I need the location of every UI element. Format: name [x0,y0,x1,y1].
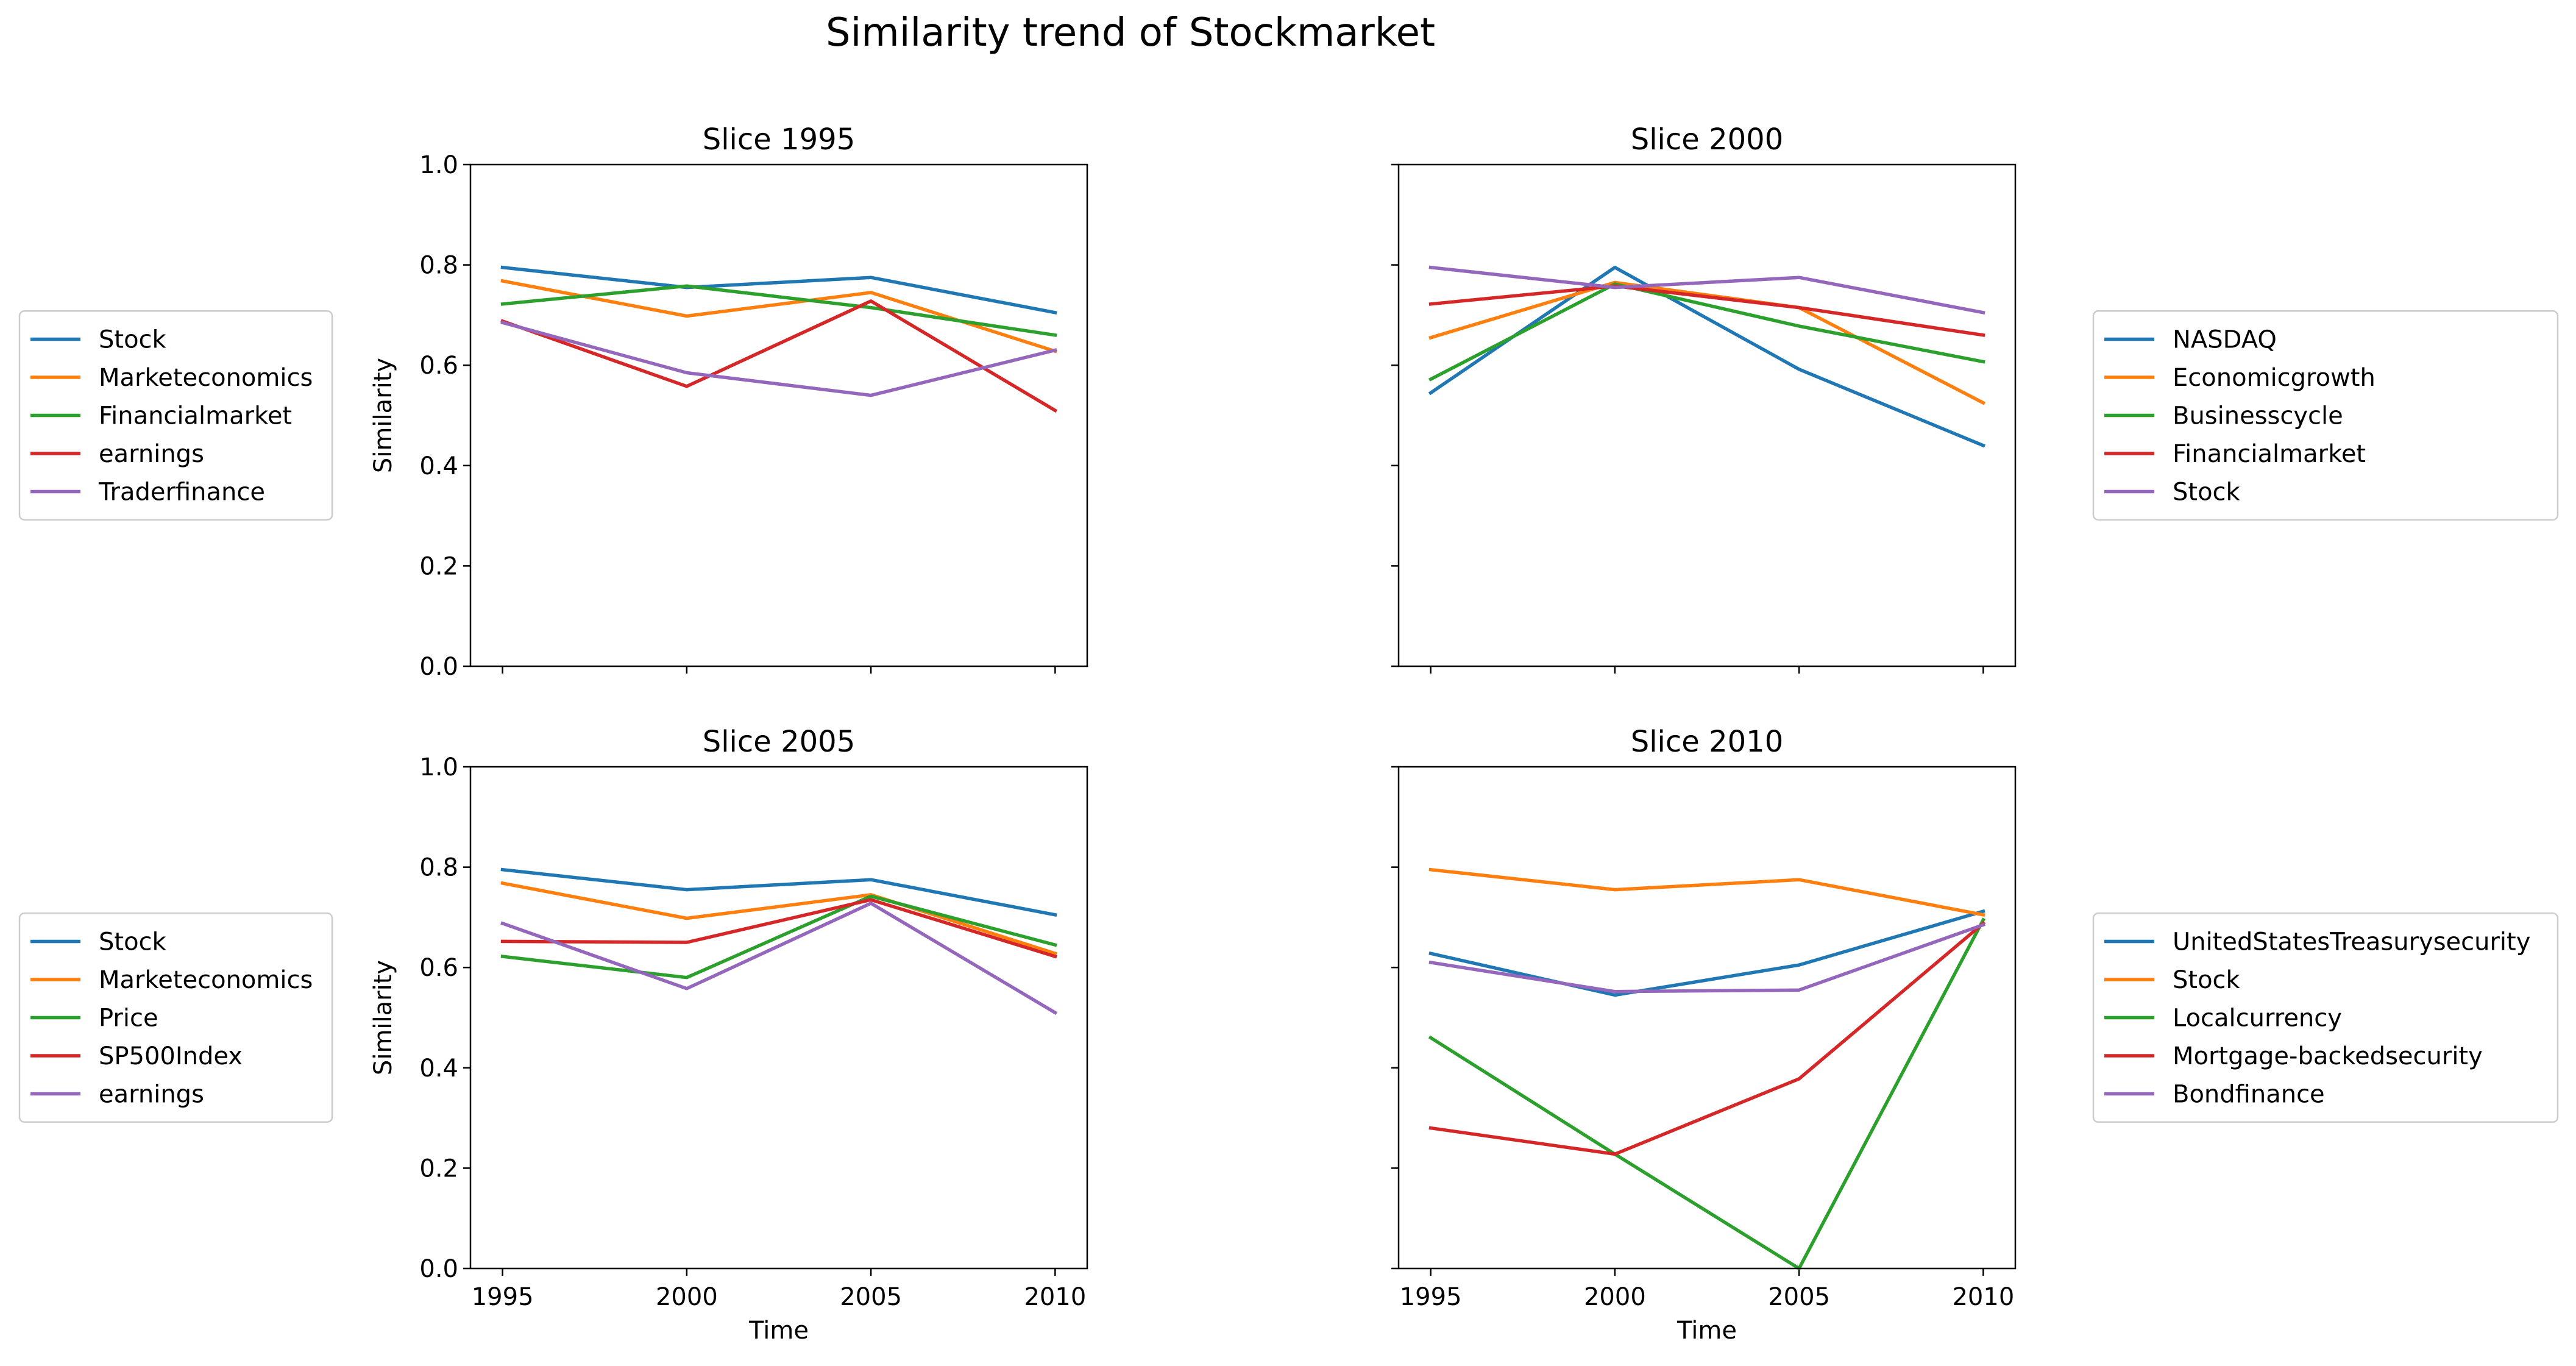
y-tick-label: 0.0 [419,1255,458,1283]
legend-box [18,310,333,521]
y-tick-label: 0.0 [419,653,458,681]
y-tick-label: 0.2 [419,1154,458,1183]
y-tick-label: 0.4 [419,452,458,480]
legend-label: Mortgage-backedsecurity [2173,1042,2483,1070]
x-tick-label: 2005 [840,1283,902,1311]
x-tick-label: 2010 [1024,1283,1086,1311]
legend-label: SP500Index [99,1042,243,1070]
y-axis-label: Similarity [369,960,397,1075]
legend-label: Bondfinance [2173,1081,2325,1109]
legend-box [18,912,333,1123]
legend-label: Financialmarket [2173,440,2366,468]
legend-label: Price [99,1005,158,1033]
legend-label: Economicgrowth [2173,364,2376,392]
x-tick-label: 2000 [1584,1283,1646,1311]
subplot-1: Slice 1995 0.0 0.2 0.4 0.6 0.8 1.0 Similarity St… [18,123,1088,681]
legend-label: Localcurrency [2173,1005,2342,1033]
legend-box [2092,912,2559,1123]
legend-label: NASDAQ [2173,326,2277,354]
legend-label: Stock [2173,478,2241,507]
x-tick-label: 1995 [1400,1283,1462,1311]
y-tick-label: 1.0 [419,753,458,781]
subplot-3: Slice 2005 0.0 0.2 0.4 0.6 0.8 1.0 1995 2000 2005… [18,725,1088,1345]
axes-frame [469,163,1088,667]
subplot-title: Slice 2000 [1631,123,1783,157]
series-line [500,299,1058,413]
y-tick-label: 0.8 [419,252,458,280]
subplot-title: Slice 2005 [703,725,855,759]
series-line [500,867,1057,917]
y-axis-label: Similarity [369,358,397,473]
x-axis-label: Time [1677,1317,1737,1345]
series-line [1428,909,1985,997]
series-line [1428,282,1985,382]
legend: Stock Marketeconomics Financialmarket earni… [18,310,333,521]
x-axis-label: Time [748,1317,809,1345]
y-tick-label: 0.2 [419,552,458,580]
subplot-2: Slice 2000 NASDAQ Economicgrowth Businesscy… [1391,123,2559,674]
y-tick-label: 0.6 [419,352,458,380]
y-tick-label: 0.6 [419,954,458,982]
series-line [1428,867,1985,917]
legend-label: Stock [99,928,167,956]
series-line [500,902,1058,1016]
subplot-title: Slice 1995 [703,123,855,157]
legend-label: UnitedStatesTreasurysecurity [2173,928,2530,956]
series-line [500,265,1057,315]
axes-frame [469,766,1088,1270]
series-line [1428,920,1986,1156]
legend: UnitedStatesTreasurysecurity Stock Localcu… [2092,912,2559,1123]
series-line [500,894,1057,980]
x-tick-label: 2010 [1952,1283,2014,1311]
y-tick-label: 0.8 [419,854,458,882]
x-tick-label: 2005 [1768,1283,1830,1311]
series-line [500,881,1057,956]
axes-frame [1397,766,2017,1270]
legend-label: earnings [99,1081,204,1109]
legend: Stock Marketeconomics Price SP500Index earni… [18,912,333,1123]
subplot-title: Slice 2010 [1631,725,1783,759]
legend-label: Stock [2173,966,2241,994]
y-tick-label: 1.0 [419,151,458,179]
series-line [1428,922,1985,994]
series-line [500,284,1057,337]
legend-label: Stock [99,326,167,354]
axes-frame [1397,163,2017,667]
x-tick-label: 1995 [472,1283,534,1311]
series-line [1428,280,1986,405]
subplot-4: Slice 2010 1995 2000 2005 2010 Time UnitedStat… [1391,725,2559,1345]
series-line [1428,284,1985,337]
legend-label: Marketeconomics [99,364,313,392]
figure-title: Similarity trend of Stockmarket [826,10,1435,55]
legend-label: Traderfinance [98,478,265,507]
legend: NASDAQ Economicgrowth Businesscycle Financi… [2092,310,2559,521]
series-line [500,320,1057,397]
legend-label: Businesscycle [2173,402,2343,430]
subplot-grid: Slice 1995 0.0 0.2 0.4 0.6 0.8 1.0 Similarity St… [18,123,2559,1345]
legend-label: earnings [99,440,204,468]
legend-label: Financialmarket [99,402,292,430]
legend-label: Marketeconomics [99,966,313,994]
series-line [500,898,1057,959]
series-line [1428,265,1985,315]
x-tick-label: 2000 [656,1283,718,1311]
legend-box [2092,310,2559,521]
y-tick-label: 0.4 [419,1055,458,1083]
series-line [1428,917,1986,1270]
